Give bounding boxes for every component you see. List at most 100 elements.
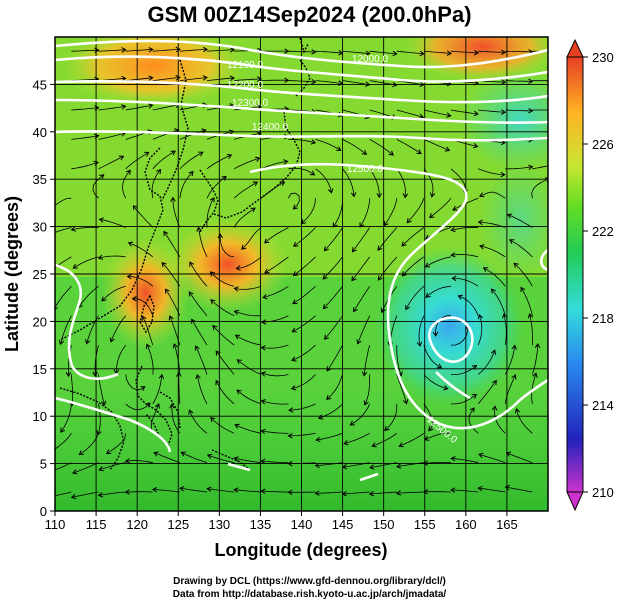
streamline-arrow <box>500 171 506 178</box>
streamline-arrow <box>556 49 560 54</box>
streamline-arrow <box>217 233 224 239</box>
streamline-arrow <box>169 403 175 409</box>
streamline-arrow <box>60 427 66 433</box>
streamline-arrow <box>469 407 475 413</box>
streamline-arrow <box>209 197 215 203</box>
streamline-arrow <box>100 400 107 406</box>
streamline-arrow <box>50 448 54 452</box>
streamline <box>261 161 288 170</box>
streamline-arrow <box>534 343 541 349</box>
map-grid <box>55 37 548 511</box>
streamline <box>261 372 289 377</box>
streamline <box>520 287 533 316</box>
streamline <box>210 299 235 317</box>
streamline-arrow <box>396 463 402 469</box>
streamline <box>210 271 235 287</box>
streamline-arrow <box>206 453 213 459</box>
streamline <box>423 461 452 464</box>
streamline-arrow <box>198 151 204 157</box>
streamline <box>451 226 479 231</box>
streamline-arrow <box>260 488 266 495</box>
streamline <box>429 197 452 218</box>
streamline <box>505 109 533 112</box>
x-tick-label: 150 <box>373 517 395 532</box>
streamline-arrow <box>365 50 371 57</box>
streamline-arrow <box>514 407 521 414</box>
streamline <box>264 256 289 274</box>
streamline <box>406 198 425 223</box>
streamline-arrow <box>361 150 368 156</box>
streamline <box>483 267 506 287</box>
streamline-arrow <box>491 379 497 386</box>
streamline-arrow <box>97 254 104 260</box>
streamline <box>364 374 371 405</box>
contour-label: 12000.0 <box>352 54 389 65</box>
streamline-arrow <box>315 436 321 443</box>
streamline <box>351 256 371 281</box>
streamline <box>424 432 452 441</box>
streamline-arrow <box>145 343 151 349</box>
streamline <box>504 345 516 375</box>
streamline <box>236 256 262 269</box>
streamline <box>154 452 181 464</box>
streamline <box>71 227 99 231</box>
x-tick-label: 140 <box>291 517 313 532</box>
streamline-arrow <box>233 456 239 462</box>
streamline-arrow <box>236 389 242 395</box>
y-axis-ticks: 0 5 10 15 20 25 30 35 40 45 <box>33 77 55 519</box>
streamline <box>324 227 343 251</box>
streamline-arrow <box>388 150 394 156</box>
streamline-arrow <box>290 385 297 391</box>
streamline-arrow <box>98 466 104 472</box>
colorbar-max-triangle <box>566 38 584 58</box>
streamline-arrow <box>432 331 439 337</box>
streamline <box>289 403 316 411</box>
streamline <box>234 285 262 290</box>
streamline-arrow <box>314 490 320 496</box>
streamline-arrow <box>98 217 104 223</box>
streamline-arrow <box>401 241 407 247</box>
streamline <box>315 50 343 54</box>
streamline <box>478 168 505 176</box>
colorbar-tick-label: 214 <box>592 398 614 413</box>
y-tick-label: 5 <box>40 457 47 472</box>
streamline <box>72 462 99 474</box>
streamline <box>357 315 371 344</box>
streamline <box>399 432 425 447</box>
streamline-arrow <box>450 252 456 258</box>
streamline <box>450 109 478 115</box>
streamline <box>516 408 533 434</box>
streamline <box>418 315 425 346</box>
streamline <box>383 198 398 226</box>
streamline <box>71 49 99 52</box>
streamline-arrow <box>126 273 132 280</box>
streamline-arrow <box>527 313 534 319</box>
streamline <box>206 49 235 52</box>
streamline <box>261 400 289 405</box>
streamline-arrow <box>161 261 167 268</box>
streamline <box>505 166 533 170</box>
streamline-arrow <box>148 46 154 53</box>
streamline <box>291 374 316 390</box>
streamline <box>402 256 425 277</box>
streamline <box>342 168 355 197</box>
x-tick-label: 130 <box>208 517 230 532</box>
streamline <box>315 139 341 151</box>
warm-core-ryukyu <box>165 216 290 313</box>
streamline-arrow <box>70 493 77 500</box>
streamline-arrow <box>477 485 483 492</box>
streamline-arrow <box>168 315 174 321</box>
streamline-arrow <box>351 247 357 253</box>
streamline <box>125 104 153 111</box>
streamline-arrow <box>58 339 65 346</box>
streamline <box>396 109 424 118</box>
streamline-arrow <box>384 425 390 432</box>
streamline <box>531 178 548 199</box>
streamline-arrow <box>125 169 131 175</box>
streamline <box>451 458 479 464</box>
streamline-arrow <box>556 108 560 113</box>
streamline-arrow <box>250 207 256 213</box>
streamline-arrow <box>202 46 208 53</box>
streamline <box>353 286 371 312</box>
streamline <box>423 403 434 431</box>
